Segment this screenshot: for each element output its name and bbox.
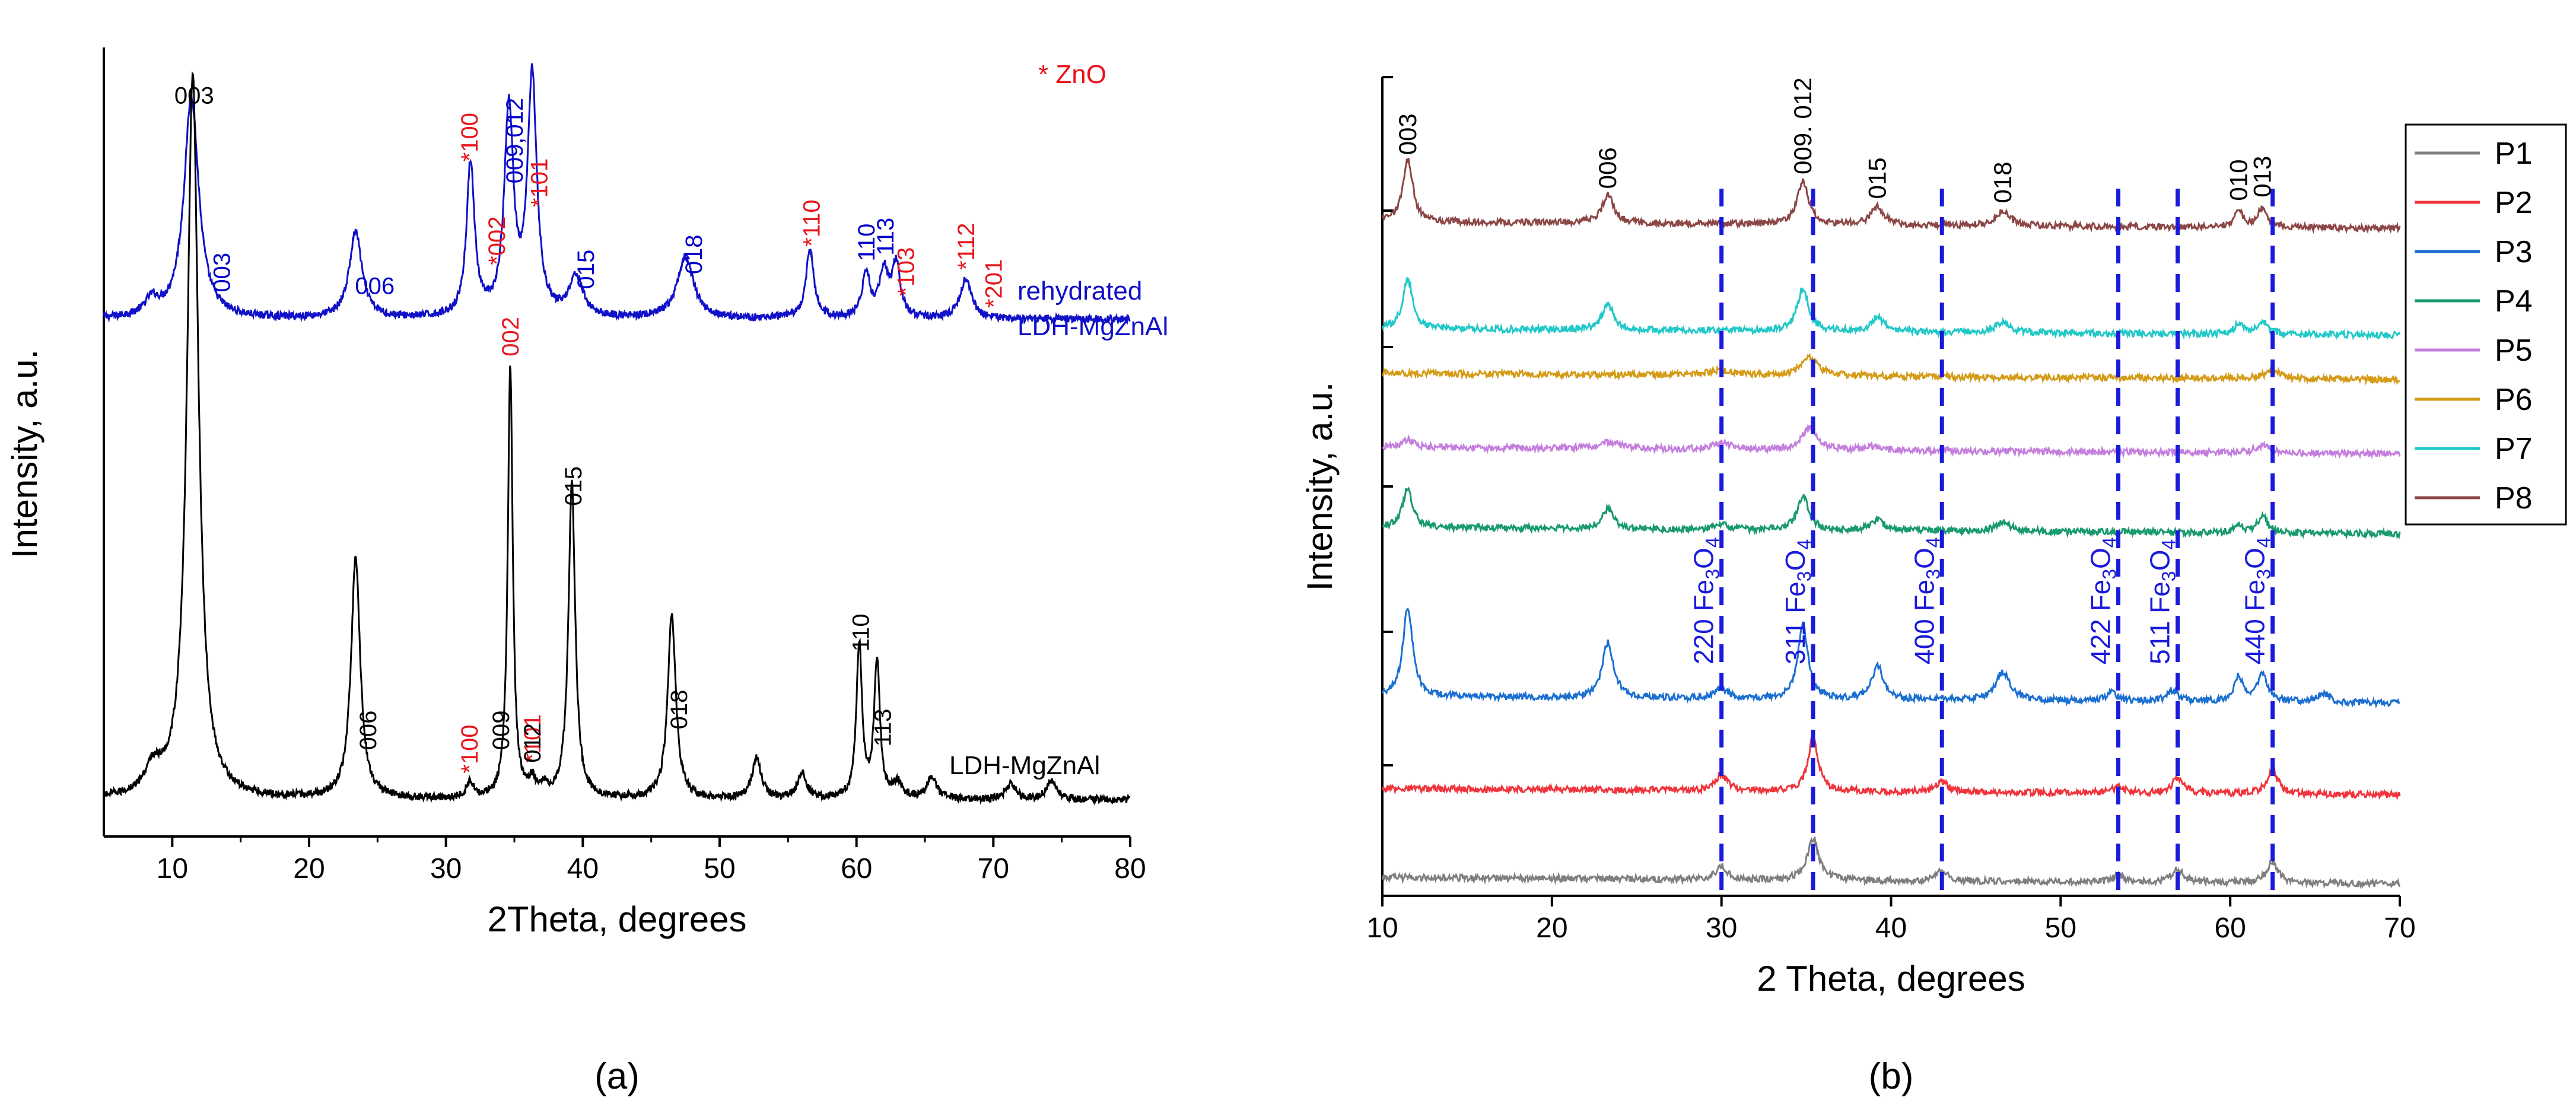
x-tick-label: 70: [978, 853, 1009, 885]
peak-label: *100: [457, 113, 483, 161]
fe3o4-reference-label: 311 Fe3O4: [1780, 539, 1815, 664]
peak-label: 113: [873, 218, 899, 256]
series-line-p8: [1381, 158, 2401, 234]
peak-label: 018: [1989, 161, 2017, 203]
fe3o4-reference-label: 440 Fe3O4: [2240, 537, 2275, 664]
x-tick-label: 60: [841, 853, 872, 885]
peak-label: *110: [799, 199, 825, 246]
legend-label: P1: [2495, 136, 2533, 171]
series-line-p7: [1381, 277, 2401, 342]
panel-label: (a): [594, 1056, 640, 1097]
series-label: rehydrated: [1017, 276, 1142, 306]
peak-label: 003: [209, 253, 235, 292]
peak-label: 010: [2224, 160, 2252, 201]
legend: P1 P2 P3 P4 P5 P6 P7 P8: [2405, 123, 2567, 526]
x-tick-label: 40: [1875, 912, 1907, 944]
peak-label: 002: [498, 317, 524, 357]
x-tick-label: 60: [2214, 912, 2246, 944]
peak-label: 006: [355, 711, 381, 750]
peak-label: 113: [870, 709, 896, 747]
series-line-p4: [1381, 486, 2401, 540]
x-tick-label: 40: [567, 853, 599, 885]
peak-label: *101: [527, 158, 553, 207]
y-axis-title: Intensity, a.u.: [5, 349, 44, 558]
x-axis-title: 2 Theta, degrees: [1757, 959, 2025, 998]
series-line-ldh-mgznal: [103, 71, 1131, 806]
peak-label: 015: [1863, 157, 1891, 199]
peak-label: 006: [1594, 147, 1621, 189]
y-axis-title: Intensity, a.u.: [1300, 382, 1340, 591]
peak-label: 013: [2248, 156, 2276, 198]
peak-label: 018: [666, 690, 692, 730]
x-tick-label: 20: [1536, 912, 1567, 944]
fe3o4-reference-label: 400 Fe3O4: [1909, 537, 1944, 664]
peak-label: *112: [953, 223, 979, 270]
peak-label: 009,012: [502, 98, 528, 184]
peak-label: 006: [355, 273, 395, 300]
legend-label: P4: [2495, 284, 2533, 319]
peak-label: 012: [520, 723, 546, 763]
peak-label: *103: [893, 247, 920, 296]
x-tick-label: 10: [1366, 912, 1398, 944]
series-line-p6: [1381, 352, 2400, 386]
x-tick-label: 80: [1114, 853, 1146, 885]
zno-legend-note: * ZnO: [1038, 60, 1106, 89]
legend-label: P2: [2495, 186, 2533, 220]
peak-label: *002: [484, 216, 510, 265]
peak-label: *100: [457, 724, 483, 773]
x-tick-label: 50: [704, 853, 735, 885]
peak-label: 003: [174, 82, 214, 109]
series-line-rehydrated-ldh-mgznal: [103, 63, 1131, 325]
series-label: LDH-MgZnAl: [1017, 312, 1168, 341]
series-line-p2: [1381, 733, 2401, 801]
peak-label: 003: [1394, 113, 1421, 155]
legend-box: [2405, 123, 2567, 526]
peak-label: *201: [981, 259, 1007, 308]
series-line-p1: [1381, 835, 2401, 889]
panel-label: (b): [1869, 1056, 1914, 1097]
peak-label: 110: [854, 224, 880, 262]
x-tick-label: 30: [1706, 912, 1737, 944]
peak-label: 015: [573, 250, 599, 290]
fe3o4-reference-label: 220 Fe3O4: [1688, 537, 1723, 664]
x-axis-title: 2Theta, degrees: [488, 899, 747, 939]
x-tick-label: 10: [157, 853, 188, 885]
legend-label: P3: [2495, 235, 2533, 269]
x-tick-label: 50: [2045, 912, 2076, 944]
legend-label: P6: [2495, 383, 2533, 417]
peak-label: *101: [520, 714, 546, 762]
legend-label: P7: [2495, 432, 2533, 466]
series-label: LDH-MgZnAl: [949, 751, 1100, 780]
fe3o4-reference-label: 511 Fe3O4: [2145, 539, 2180, 664]
peak-label: 009. 012: [1789, 77, 1817, 174]
peak-label: 009: [488, 710, 514, 750]
x-tick-label: 20: [293, 853, 325, 885]
legend-label: P5: [2495, 333, 2533, 368]
x-tick-label: 30: [430, 853, 462, 885]
peak-label: 110: [848, 613, 874, 651]
legend-label: P8: [2495, 481, 2533, 516]
series-line-p3: [1381, 607, 2400, 709]
peak-label: 018: [681, 234, 707, 274]
panel-a: 10 20 30 40 50 60 70 80 2Theta, degrees Intensity…: [5, 47, 1168, 1097]
x-tick-label: 70: [2384, 912, 2415, 944]
panel-b: 10 20 30 40 50 60 70 2 Theta, degrees Intensity,…: [1300, 76, 2567, 1097]
series-line-p5: [1382, 423, 2401, 460]
peak-label: 015: [561, 466, 587, 506]
fe3o4-reference-label: 422 Fe3O4: [2085, 537, 2120, 664]
